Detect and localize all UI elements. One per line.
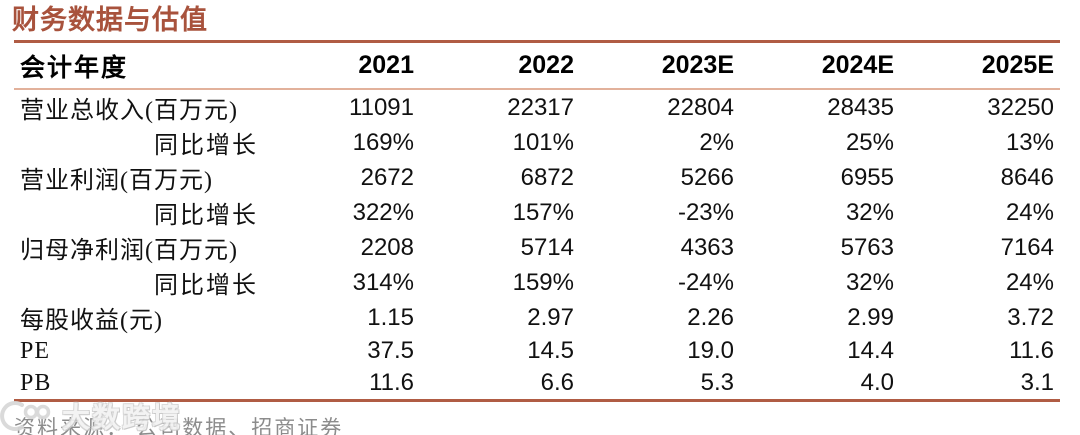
cell-value: 24%: [1005, 198, 1054, 226]
table-row-revenue-yoy: 同比增长 169% 101% 2% 25% 13%: [14, 125, 1060, 160]
row-label: 营业利润(百万元): [20, 168, 213, 194]
cell-value: 159%: [512, 268, 574, 296]
column-header-2023e: 2023E: [580, 41, 740, 90]
column-header-2025e: 2025E: [900, 41, 1060, 90]
source-note: 资料来源： 公司数据、招商证券: [14, 416, 344, 435]
cell-value: 2%: [699, 128, 734, 156]
cell-value: 5.3: [700, 369, 734, 396]
cell-value: 37.5: [367, 337, 414, 364]
cell-value: 4363: [680, 233, 734, 261]
cell-value: 13%: [1005, 128, 1054, 156]
cell-value: 28435: [827, 93, 894, 121]
cell-value: 8646: [1000, 163, 1054, 191]
row-label: 每股收益(元): [20, 308, 163, 334]
table-row-operating-profit-yoy: 同比增长 322% 157% -23% 32% 24%: [14, 195, 1060, 230]
page-title: 财务数据与估值: [12, 5, 208, 35]
cell-value: 4.0: [860, 369, 894, 396]
cell-value: 7164: [1000, 233, 1054, 261]
row-label: 同比增长: [154, 273, 258, 299]
cell-value: 14.5: [527, 337, 574, 364]
cell-value: 19.0: [687, 337, 734, 364]
cell-value: 32250: [987, 93, 1054, 121]
cell-value: 5763: [840, 233, 894, 261]
cell-value: 5714: [520, 233, 574, 261]
cell-value: 3.72: [1007, 303, 1054, 331]
column-header-2024e: 2024E: [740, 41, 900, 90]
cell-value: 169%: [352, 128, 414, 156]
financial-table: 会计年度 2021 2022 2023E 2024E 2025E 营业总收入(百…: [14, 40, 1060, 402]
cell-value: 6.6: [540, 369, 574, 396]
table-row-operating-profit: 营业利润(百万元) 2672 6872 5266 6955 8646: [14, 160, 1060, 195]
cell-value: 11.6: [1009, 337, 1054, 364]
cell-value: 11091: [349, 93, 414, 121]
cell-value: 11.6: [369, 369, 414, 396]
table-header-row: 会计年度 2021 2022 2023E 2024E 2025E: [14, 41, 1060, 90]
table-row-net-profit-yoy: 同比增长 314% 159% -24% 32% 24%: [14, 265, 1060, 300]
cell-value: 32%: [845, 198, 894, 226]
row-label: PB: [20, 369, 52, 396]
cell-value: 22317: [507, 93, 574, 121]
row-label: 同比增长: [154, 133, 258, 159]
cell-value: 14.4: [847, 337, 894, 364]
table-row-total-revenue: 营业总收入(百万元) 11091 22317 22804 28435 32250: [14, 89, 1060, 125]
cell-value: 2672: [360, 163, 414, 191]
cell-value: -24%: [677, 268, 734, 296]
column-header-2022: 2022: [420, 41, 580, 90]
cell-value: 6955: [840, 163, 894, 191]
cell-value: 1.15: [367, 303, 414, 331]
cell-value: 157%: [512, 198, 574, 226]
cell-value: 24%: [1005, 268, 1054, 296]
table-row-pe: PE 37.5 14.5 19.0 14.4 11.6: [14, 335, 1060, 367]
row-label: PE: [20, 337, 51, 364]
cell-value: 2.99: [847, 303, 894, 331]
cell-value: 25%: [845, 128, 894, 156]
row-label: 同比增长: [154, 203, 258, 229]
column-header-2021: 2021: [260, 41, 420, 90]
cell-value: 101%: [512, 128, 574, 156]
cell-value: 2208: [360, 233, 414, 261]
cell-value: 32%: [845, 268, 894, 296]
table-row-net-profit: 归母净利润(百万元) 2208 5714 4363 5763 7164: [14, 230, 1060, 265]
cell-value: 5266: [680, 163, 734, 191]
cell-value: 2.97: [527, 303, 574, 331]
table-row-eps: 每股收益(元) 1.15 2.97 2.26 2.99 3.72: [14, 300, 1060, 335]
row-label: 营业总收入(百万元): [20, 98, 238, 124]
cell-value: 6872: [520, 163, 574, 191]
table-row-pb: PB 11.6 6.6 5.3 4.0 3.1: [14, 367, 1060, 401]
cell-value: 322%: [352, 198, 414, 226]
cell-value: 3.1: [1020, 369, 1054, 396]
cell-value: -23%: [677, 198, 734, 226]
cell-value: 314%: [352, 268, 414, 296]
cell-value: 22804: [667, 93, 734, 121]
row-label: 归母净利润(百万元): [20, 238, 238, 264]
cell-value: 2.26: [687, 303, 734, 331]
column-header-fiscal-year: 会计年度: [14, 41, 260, 90]
